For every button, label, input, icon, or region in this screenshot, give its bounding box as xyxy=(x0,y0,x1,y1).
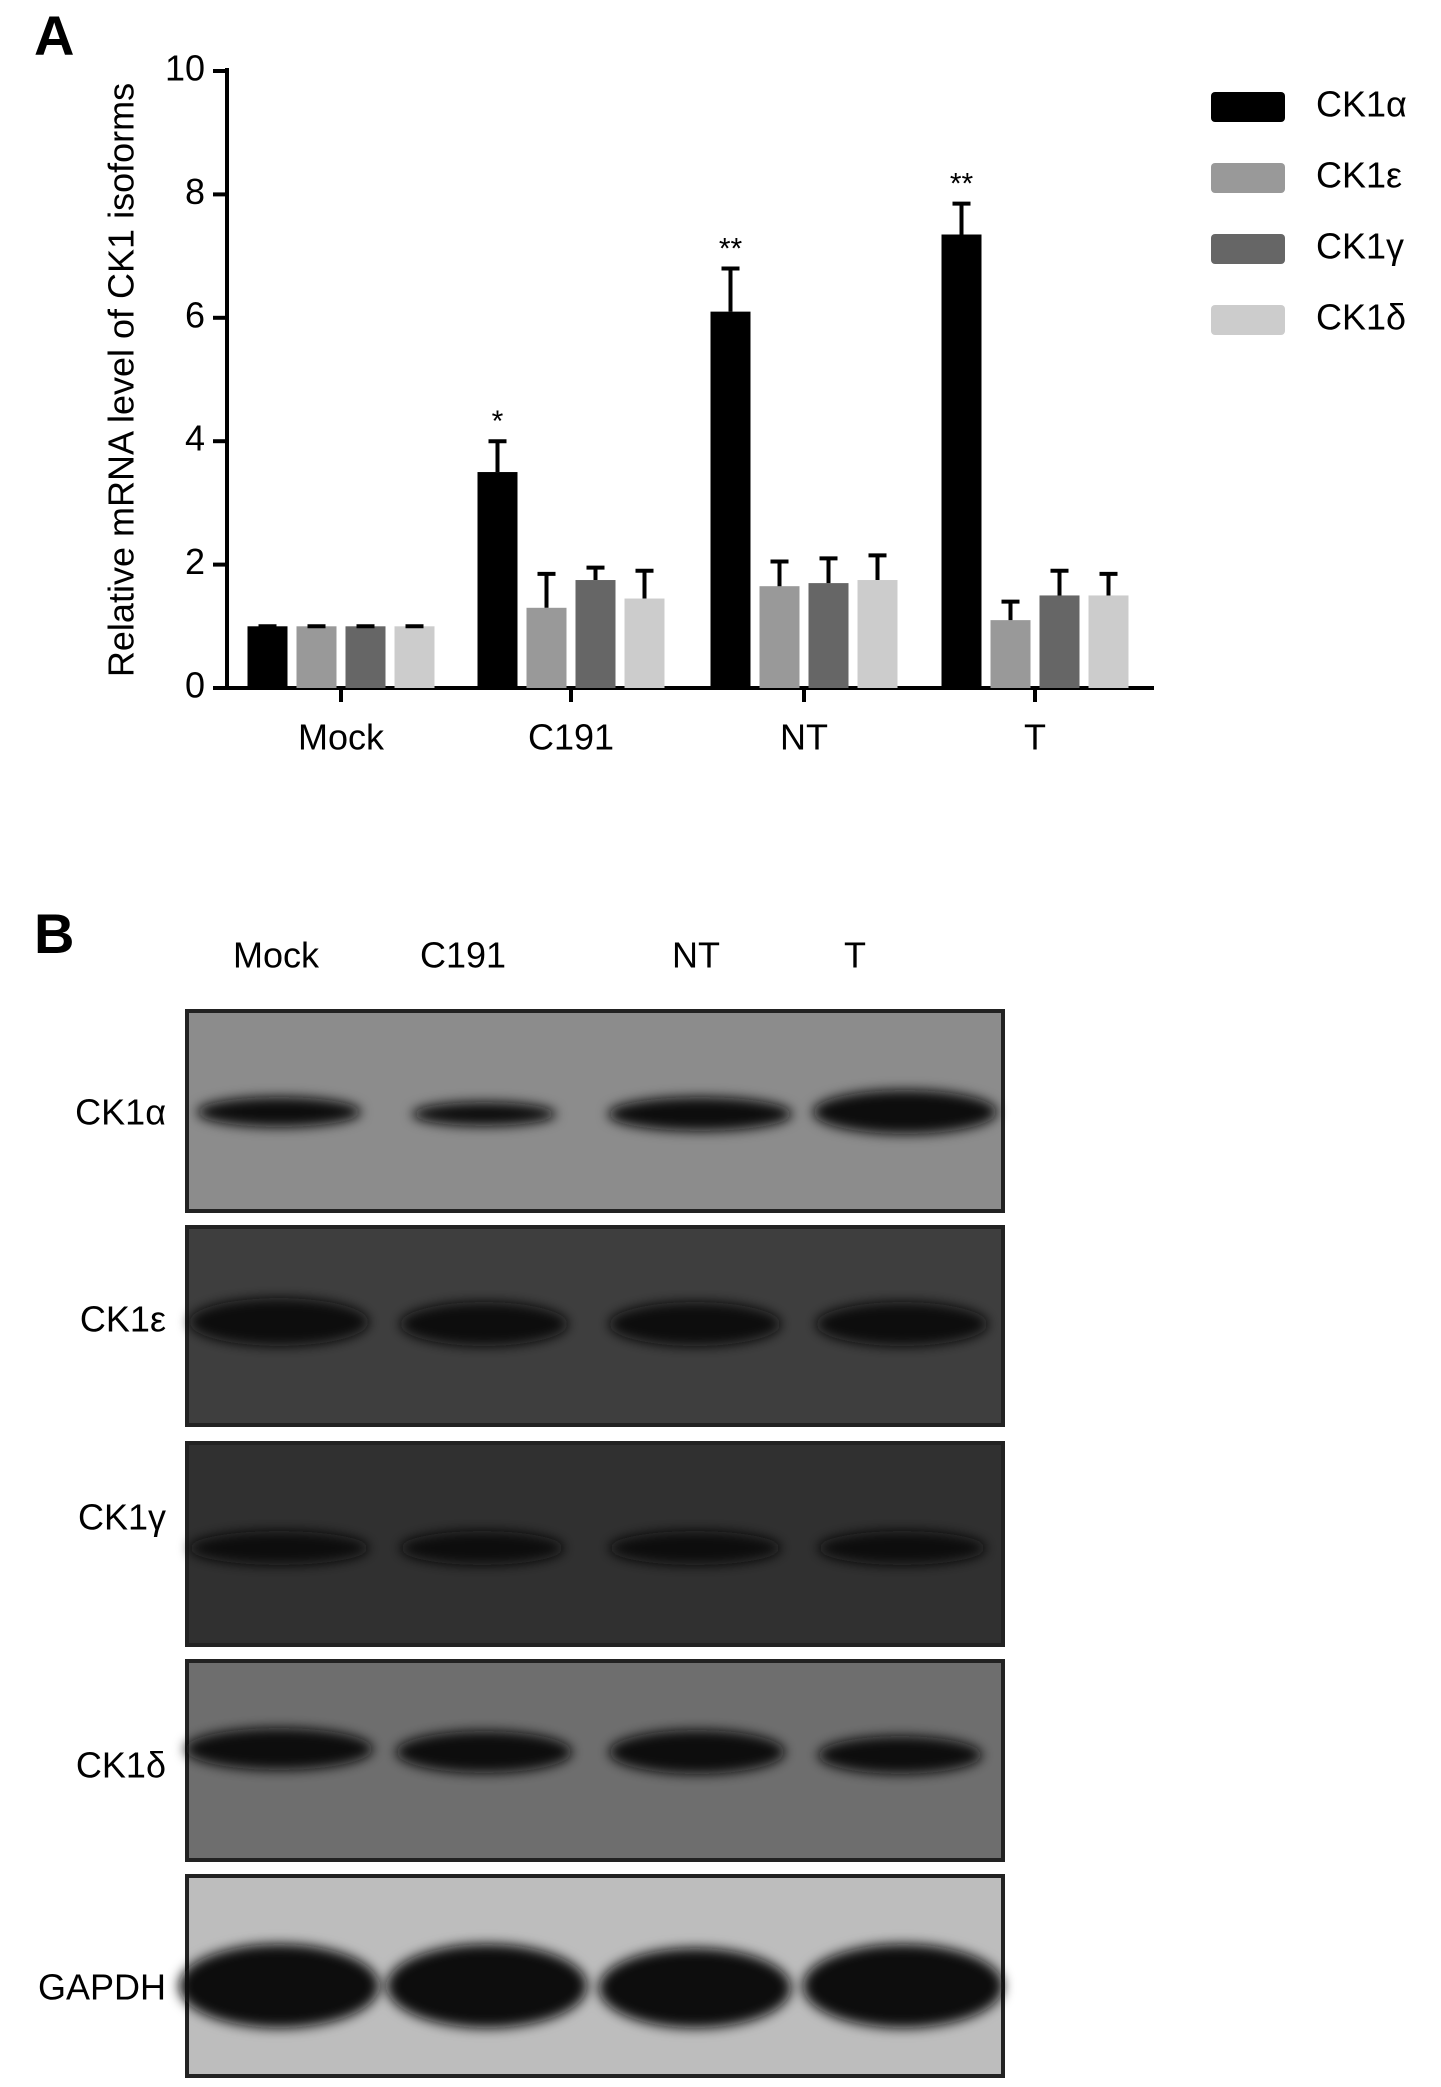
error-bar xyxy=(1001,599,1020,621)
significance-label: * xyxy=(492,405,504,438)
bar xyxy=(247,626,288,688)
error-bar xyxy=(537,571,556,608)
row-label: GAPDH xyxy=(38,1967,166,2008)
y-tick-label: 0 xyxy=(185,665,205,706)
bar xyxy=(808,583,849,688)
bar xyxy=(345,626,386,688)
lane-label: C191 xyxy=(420,935,506,976)
western-blot xyxy=(179,1009,1005,2078)
y-tick-label: 10 xyxy=(165,48,205,89)
band xyxy=(813,1090,997,1134)
x-tick-label: Mock xyxy=(298,717,385,758)
legend-label: CK1δ xyxy=(1316,297,1406,338)
band xyxy=(803,1944,1003,2028)
band xyxy=(396,1731,572,1773)
bar xyxy=(759,586,800,688)
lane-label: T xyxy=(844,935,866,976)
bar xyxy=(1088,595,1129,688)
error-bar xyxy=(635,568,654,599)
significance-label: ** xyxy=(719,232,743,265)
legend-label: CK1γ xyxy=(1316,226,1404,267)
band xyxy=(400,1531,564,1565)
bar xyxy=(296,626,337,688)
band xyxy=(185,1728,373,1770)
error-bar xyxy=(721,266,740,312)
band xyxy=(608,1097,792,1131)
bar xyxy=(394,626,435,688)
bar xyxy=(575,580,616,688)
band xyxy=(609,1730,785,1774)
legend-swatch xyxy=(1211,92,1285,122)
y-tick-label: 2 xyxy=(185,541,205,582)
lane-label: Mock xyxy=(233,935,320,976)
row-label: CK1γ xyxy=(78,1497,166,1538)
band xyxy=(599,1948,791,2028)
band xyxy=(189,1298,369,1346)
error-bar xyxy=(586,565,605,581)
band xyxy=(189,1531,369,1565)
error-bar xyxy=(770,559,789,587)
row-label: CK1α xyxy=(75,1092,166,1133)
significance-label: ** xyxy=(950,168,974,201)
band xyxy=(818,1736,982,1774)
lane-label: NT xyxy=(672,935,720,976)
error-bar xyxy=(952,201,971,235)
legend-swatch xyxy=(1211,234,1285,264)
legend-label: CK1ε xyxy=(1316,155,1402,196)
bar xyxy=(857,580,898,688)
error-bar xyxy=(819,556,838,584)
band xyxy=(816,1302,988,1346)
band xyxy=(609,1531,781,1565)
y-tick-label: 6 xyxy=(185,294,205,335)
band xyxy=(400,1302,568,1346)
error-bar xyxy=(1050,568,1069,596)
bar xyxy=(526,607,567,688)
y-axis-label: Relative mRNA level of CK1 isoforms xyxy=(101,83,142,677)
panel-label: A xyxy=(34,4,74,67)
legend-label: CK1α xyxy=(1316,84,1407,125)
band xyxy=(609,1302,781,1346)
error-bar xyxy=(1099,571,1118,596)
row-label: CK1δ xyxy=(76,1745,166,1786)
bar xyxy=(941,234,982,688)
bar xyxy=(990,620,1031,688)
band xyxy=(818,1531,986,1565)
panel-label: B xyxy=(34,902,74,965)
bar xyxy=(477,472,518,688)
x-tick-label: NT xyxy=(780,717,828,758)
y-tick-label: 8 xyxy=(185,171,205,212)
band xyxy=(387,1944,587,2028)
band xyxy=(412,1102,556,1126)
bar xyxy=(624,598,665,688)
error-bar xyxy=(488,439,507,473)
bar xyxy=(710,311,751,688)
legend-swatch xyxy=(1211,163,1285,193)
bar xyxy=(1039,595,1080,688)
row-label: CK1ε xyxy=(80,1299,166,1340)
band xyxy=(179,1944,379,2028)
error-bar xyxy=(868,553,887,581)
band xyxy=(197,1097,361,1127)
y-tick-label: 4 xyxy=(185,418,205,459)
legend-swatch xyxy=(1211,305,1285,335)
x-tick-label: T xyxy=(1024,717,1046,758)
x-tick-label: C191 xyxy=(528,717,614,758)
